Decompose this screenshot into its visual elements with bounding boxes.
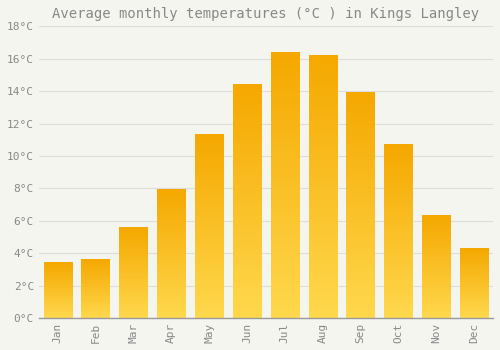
Title: Average monthly temperatures (°C ) in Kings Langley: Average monthly temperatures (°C ) in Ki…	[52, 7, 480, 21]
